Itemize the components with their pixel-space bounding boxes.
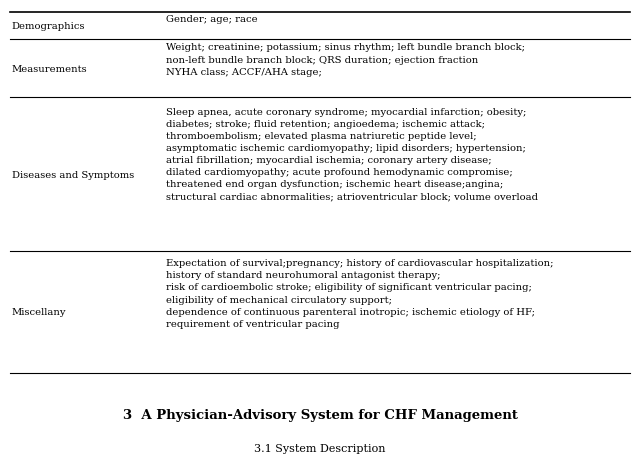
Text: Diseases and Symptoms: Diseases and Symptoms — [12, 170, 134, 179]
Text: Measurements: Measurements — [12, 64, 87, 74]
Text: Demographics: Demographics — [12, 22, 85, 31]
Text: 3.1 System Description: 3.1 System Description — [254, 443, 386, 453]
Text: Miscellany: Miscellany — [12, 307, 66, 316]
Text: 3  A Physician-Advisory System for CHF Management: 3 A Physician-Advisory System for CHF Ma… — [123, 408, 517, 421]
Text: Expectation of survival;pregnancy; history of cardiovascular hospitalization;
hi: Expectation of survival;pregnancy; histo… — [166, 258, 554, 328]
Text: Sleep apnea, acute coronary syndrome; myocardial infarction; obesity;
diabetes; : Sleep apnea, acute coronary syndrome; my… — [166, 107, 538, 201]
Text: Gender; age; race: Gender; age; race — [166, 14, 258, 24]
Text: Weight; creatinine; potassium; sinus rhythm; left bundle branch block;
non-left : Weight; creatinine; potassium; sinus rhy… — [166, 43, 525, 76]
